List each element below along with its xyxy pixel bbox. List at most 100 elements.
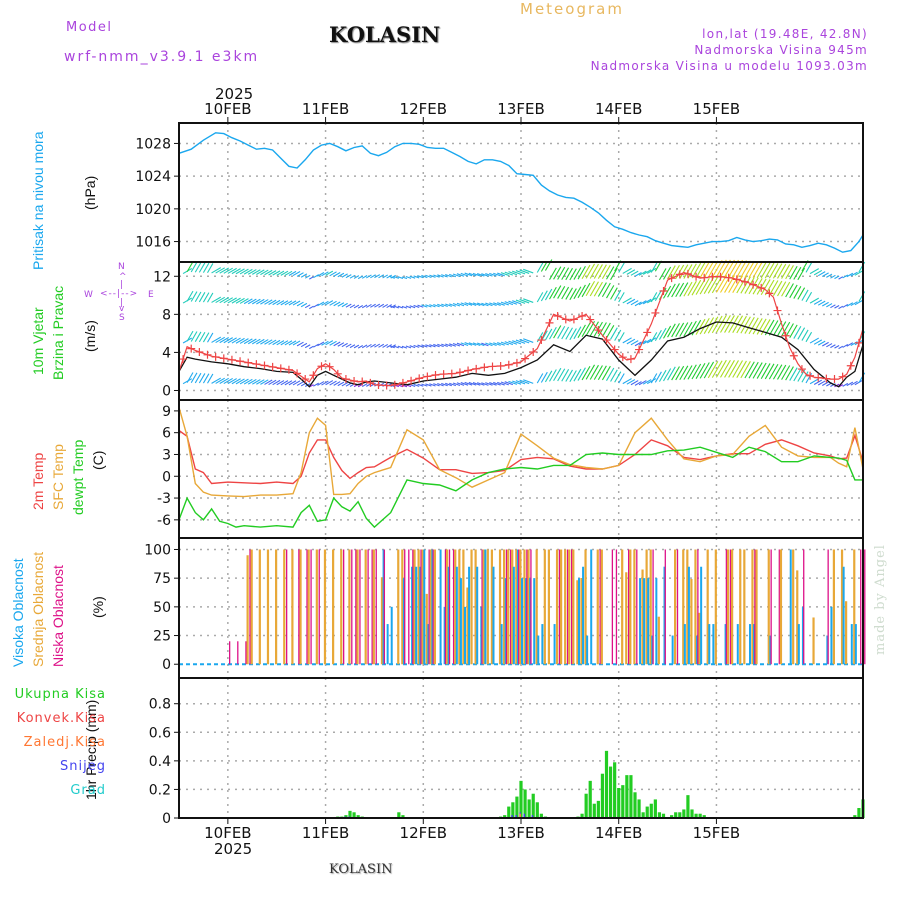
wind-arrow — [243, 298, 253, 305]
precip-bar-ukupna-kisa — [641, 812, 645, 818]
wind-gust-marker — [341, 375, 350, 384]
wind-arrow — [822, 301, 829, 307]
panel-2: -6 -3 0 3 6 9 — [157, 400, 863, 538]
wind-gust-marker — [724, 273, 733, 282]
wind-arrow — [508, 340, 518, 345]
wind-gust-marker — [512, 358, 521, 367]
wind-arrow — [748, 261, 759, 278]
wind-arrow — [711, 260, 723, 278]
wind-arrow — [838, 305, 844, 310]
wind-arrow — [397, 276, 404, 280]
model-elevation-info: Nadmorska Visina u modelu 1093.03m — [590, 59, 868, 73]
wind-arrow — [464, 381, 473, 386]
wind-arrow — [561, 326, 570, 340]
top-day-label: 10FEB — [204, 100, 251, 118]
wind-arrow — [622, 337, 632, 344]
precip-bar-ukupna-kisa — [531, 793, 535, 818]
wind-arrow — [515, 380, 526, 385]
wind-arrow — [785, 283, 794, 298]
wind-arrow — [601, 282, 611, 298]
wind-arrow — [536, 373, 544, 384]
wind-arrow — [190, 372, 198, 384]
wind-arrow — [243, 268, 253, 275]
wind-arrow — [292, 300, 301, 306]
wind-arrow — [768, 363, 779, 380]
wind-arrow — [658, 327, 667, 340]
wind-arrow — [614, 371, 622, 383]
wind-gust-marker — [464, 366, 473, 375]
bottom-day-label: 11FEB — [302, 824, 349, 842]
precip-bar-ukupna-kisa — [617, 788, 621, 818]
wind-arrow — [593, 281, 603, 297]
wind-arrow — [720, 315, 731, 333]
wind-gust-marker — [195, 347, 204, 356]
wind-arrow — [671, 265, 680, 280]
wind-arrow — [345, 343, 352, 348]
bottom-day-label: 14FEB — [595, 824, 642, 842]
wind-gust-marker — [561, 315, 570, 324]
model-label: Model — [66, 20, 113, 35]
elevation-info: Nadmorska Visina 945m — [694, 43, 868, 57]
wind-arrow — [382, 274, 389, 279]
wind-arrow — [489, 272, 497, 277]
wind-arrow — [476, 273, 485, 277]
wind-arrow — [523, 379, 534, 384]
wind-arrow — [740, 316, 751, 334]
wind-gust-marker — [683, 269, 692, 278]
wind-arrow — [622, 378, 632, 385]
wind-arrow — [223, 377, 233, 385]
wind-arrow — [606, 367, 615, 381]
wind-arrow — [317, 301, 325, 307]
top-day-label: 13FEB — [497, 100, 544, 118]
wind-arrow — [768, 263, 779, 279]
wind-arrow — [313, 343, 320, 348]
wind-arrow — [231, 378, 241, 385]
wind-arrow — [476, 342, 485, 347]
wind-arrow — [421, 304, 428, 308]
wind-arrow — [842, 303, 849, 308]
y-tick-label: 50 — [153, 600, 171, 616]
wind-arrow — [793, 326, 802, 339]
sfc-temp-line — [178, 407, 864, 498]
wind-arrow — [523, 268, 534, 274]
wind-arrow — [675, 322, 685, 337]
wind-arrow — [830, 274, 836, 279]
wind-arrow — [781, 365, 791, 380]
wind-arrow — [397, 345, 404, 349]
y-tick-label: 0.2 — [149, 782, 171, 798]
precip-bar-ukupna-kisa — [397, 812, 401, 818]
wind-arrow — [553, 325, 562, 339]
wind-arrow — [437, 383, 444, 387]
y-tick-label: 1028 — [135, 136, 171, 152]
precip-bar-ukupna-kisa — [596, 800, 600, 818]
wind-arrow — [481, 302, 489, 307]
y-tick-label: 1020 — [135, 202, 171, 218]
wind-arrow — [512, 300, 522, 305]
wind-gust-marker — [439, 370, 448, 379]
wind-arrow — [789, 324, 798, 339]
legend-zaledj-kisa: Zaledj.Kisa — [23, 735, 106, 750]
compass-rose-icon: N ^ | W <--|--> E | v S — [84, 262, 154, 323]
wind-arrow — [313, 274, 320, 279]
precip-bar-ukupna-kisa — [580, 813, 584, 818]
precip-bar-ukupna-kisa — [511, 802, 515, 818]
wind-arrow — [497, 342, 505, 346]
top-year-label: 2025 — [215, 85, 254, 103]
wind-gust-marker — [830, 375, 839, 384]
wind-arrow — [389, 345, 395, 349]
wind-arrow — [691, 363, 702, 380]
panel-0: 1016 1020 1024 1028 — [135, 123, 863, 262]
wind-arrow — [433, 303, 440, 308]
wind-arrow — [581, 282, 591, 298]
wind-arrow — [345, 303, 352, 308]
wind-arrow — [300, 273, 308, 278]
wind-gust-marker — [252, 360, 261, 369]
precip-bar-ukupna-kisa — [507, 806, 511, 818]
wind-arrow — [292, 340, 301, 346]
wind-arrow — [252, 338, 261, 345]
wind-arrow — [589, 263, 599, 279]
wind-arrow — [341, 302, 348, 308]
wind-arrow — [485, 273, 493, 277]
legend-snijeg: Snijeg — [60, 759, 106, 774]
wind-arrow — [497, 272, 505, 277]
